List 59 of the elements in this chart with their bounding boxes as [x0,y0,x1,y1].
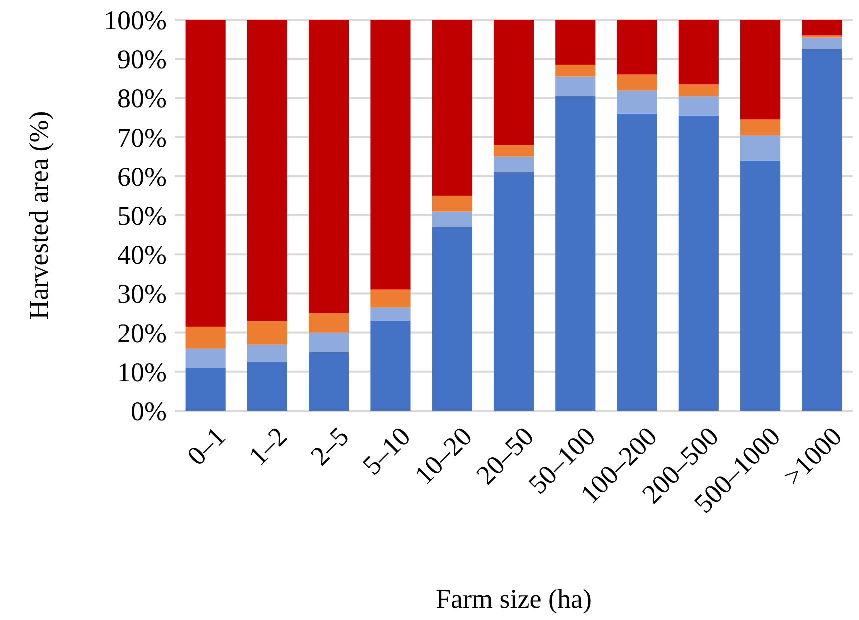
x-tick-label: 0–1 [182,421,232,472]
bar [617,74,658,90]
bar [740,120,781,136]
bar [370,307,411,322]
y-tick-label: 90% [118,44,167,75]
y-tick-label: 30% [118,279,167,310]
bar [802,49,842,411]
x-tick-label: 1–2 [243,421,294,472]
x-axis-title: Farm size (ha) [436,584,592,614]
bar [678,116,719,411]
y-tick-label: 100% [104,5,167,36]
bar [678,84,719,96]
y-tick-label: 60% [118,162,167,192]
bar [370,321,411,411]
y-tick-label: 20% [118,318,167,348]
bar [494,172,534,411]
bar [556,20,596,65]
bar [186,20,226,327]
bar [309,20,350,314]
bar [617,114,658,411]
bar [678,20,719,85]
y-axis-title: Harvested area (%) [24,111,54,320]
bar [556,76,596,96]
bar [247,20,288,322]
bar [370,20,411,290]
bar [740,20,781,120]
bar [740,135,781,161]
bar [432,20,472,196]
bar [370,290,411,308]
bar [617,90,658,114]
bar [432,212,472,228]
y-tick-label: 40% [118,240,167,270]
bar [617,20,658,75]
bar [494,145,534,157]
bar [556,96,596,411]
bar [494,156,534,172]
bar [247,362,288,411]
bar [309,352,350,411]
y-tick-label: 50% [118,200,167,231]
bar [740,160,781,411]
bar [432,227,472,411]
bar [186,326,226,348]
bar [186,368,226,411]
bar [309,332,350,352]
bar [247,321,288,345]
y-tick-label: 70% [118,122,167,153]
bar [186,348,226,368]
bar [309,313,350,333]
bar [802,38,842,50]
y-tick-label: 80% [118,84,167,114]
bar [432,196,472,212]
y-tick-label: 10% [118,357,167,388]
bar [556,64,596,77]
bar [247,344,288,362]
bar [494,20,534,146]
y-tick-label: 0% [131,396,167,426]
bar [802,20,842,36]
bar [678,96,719,116]
x-tick-label: 2–5 [304,421,355,472]
